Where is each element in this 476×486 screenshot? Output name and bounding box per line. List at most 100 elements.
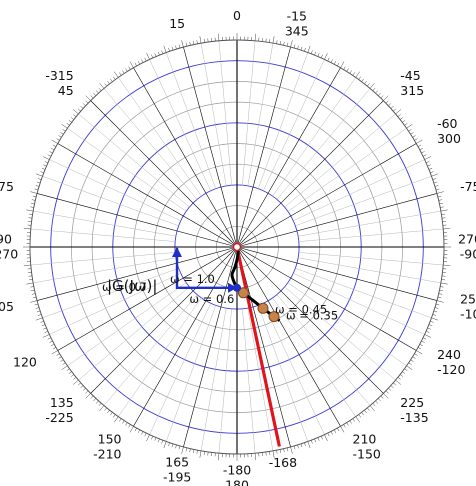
grid-tick	[393, 382, 397, 386]
grid-tick	[307, 45, 311, 53]
grid-tick	[417, 144, 422, 147]
grid-tick	[49, 340, 53, 343]
grid-tick	[134, 62, 137, 67]
polar-grid	[23, 33, 451, 461]
angle-label: 0	[233, 8, 241, 23]
grid-minor-spoke	[30, 252, 176, 266]
grid-tick	[424, 334, 432, 338]
grid-minor-spoke	[42, 268, 179, 319]
grid-tick	[314, 438, 317, 443]
grid-tick	[269, 39, 271, 43]
grid-tick	[104, 83, 107, 87]
grid-tick	[254, 453, 256, 461]
grid-spoke	[133, 67, 238, 248]
grid-minor-spoke	[295, 268, 432, 319]
grid-tick	[427, 164, 431, 167]
grid-minor-spoke	[298, 257, 441, 284]
grid-tick	[330, 59, 333, 63]
grid-minor-spoke	[298, 210, 441, 237]
grid-tick	[42, 156, 50, 160]
grid-tick	[26, 282, 34, 285]
grid-tick	[286, 42, 289, 47]
grid-tick	[434, 185, 439, 187]
grid-tick	[93, 92, 97, 96]
grid-tick	[419, 343, 423, 347]
grid-tick	[352, 418, 355, 422]
grid-tick	[93, 398, 97, 402]
grid-minor-spoke	[295, 175, 432, 226]
plot-layer: |G(Jω)| ω = 0.6 ω = 0.45ω = 0.35 ω = 1.0 ω =…	[102, 242, 338, 447]
grid-tick	[402, 371, 406, 374]
grid-tick	[385, 100, 389, 104]
grid-tick	[175, 45, 177, 50]
grid-tick	[113, 414, 116, 418]
grid-tick	[189, 448, 191, 453]
grid-tick	[41, 167, 46, 170]
grid-tick	[44, 330, 48, 333]
grid-tick	[43, 327, 47, 330]
grid-spoke	[183, 246, 238, 448]
grid-tick	[286, 447, 289, 452]
angle-label: -315	[45, 68, 73, 83]
grid-tick	[49, 151, 53, 154]
grid-tick	[58, 356, 62, 359]
grid-tick	[107, 409, 110, 414]
grid-tick	[346, 68, 349, 72]
grid-minor-spoke	[118, 297, 202, 417]
grid-tick	[218, 453, 220, 461]
grid-tick	[416, 350, 423, 355]
grid-tick	[199, 36, 202, 44]
grid-tick	[372, 403, 376, 407]
grid-tick	[29, 213, 33, 215]
grid-tick	[90, 95, 94, 99]
grid-minor-spoke	[49, 273, 181, 335]
grid-tick	[128, 424, 131, 428]
grid-tick	[406, 124, 413, 129]
grid-tick	[56, 138, 60, 141]
grid-tick	[113, 76, 116, 80]
grid-minor-spoke	[287, 128, 407, 212]
grid-tick	[358, 414, 361, 418]
grid-tick	[32, 195, 37, 198]
grid-tick	[68, 120, 72, 123]
grid-spoke	[236, 193, 438, 248]
grid-tick	[218, 33, 220, 41]
angle-label: 210	[353, 432, 377, 447]
grid-minor-spoke	[287, 282, 407, 366]
grid-tick	[333, 429, 337, 433]
angle-label: 150	[98, 432, 122, 447]
grid-tick	[383, 393, 389, 399]
grid-tick	[178, 44, 181, 49]
grid-minor-spoke	[67, 282, 187, 366]
grid-tick	[436, 300, 444, 303]
grid-tick	[161, 50, 164, 54]
grid-tick	[35, 317, 43, 321]
grid-spoke	[236, 67, 341, 248]
grid-tick	[29, 279, 33, 281]
grid-tick	[433, 181, 438, 184]
grid-tick	[385, 390, 389, 394]
phase-line-red	[235, 246, 281, 447]
grid-tick	[388, 387, 392, 391]
grid-tick	[440, 282, 448, 285]
angle-label: 120	[13, 355, 37, 370]
grid-tick	[42, 334, 50, 338]
grid-tick	[340, 61, 345, 68]
grid-tick	[128, 66, 131, 70]
grid-spoke	[57, 143, 238, 248]
grid-tick	[408, 362, 412, 365]
angle-label: 345	[285, 23, 309, 38]
grid-tick	[438, 293, 443, 295]
grid-tick	[432, 314, 437, 316]
grid-spoke	[236, 246, 438, 301]
grid-tick	[36, 181, 41, 184]
grid-minor-spoke	[67, 128, 187, 212]
grid-tick	[406, 365, 413, 370]
grid-tick	[37, 314, 42, 316]
grid-tick	[431, 173, 439, 177]
grid-tick	[349, 420, 352, 424]
grid-spoke	[36, 193, 238, 248]
grid-spoke	[236, 143, 417, 248]
grid-tick	[254, 33, 256, 41]
